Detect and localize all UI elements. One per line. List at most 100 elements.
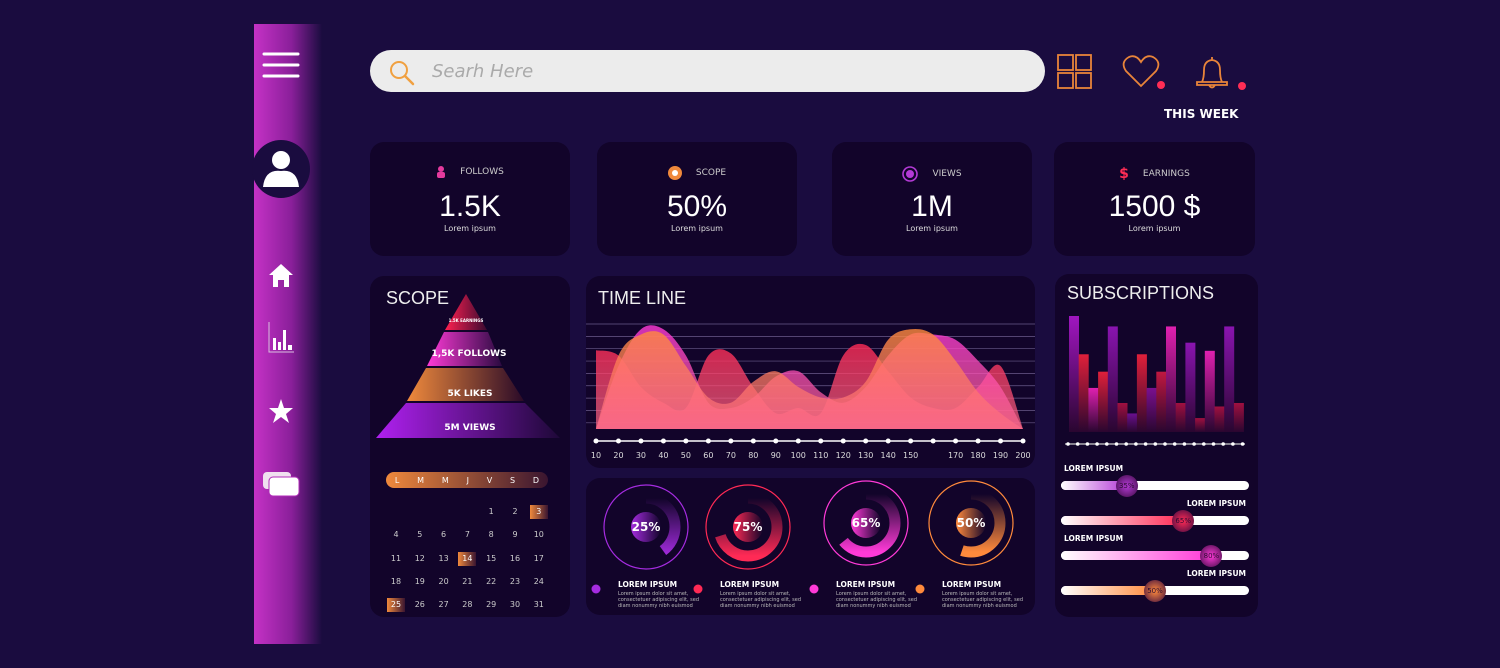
calendar-day[interactable]: 17 bbox=[533, 553, 544, 563]
calendar-day[interactable]: 6 bbox=[441, 530, 447, 540]
dollar-icon: $ bbox=[1119, 166, 1129, 182]
home-icon[interactable] bbox=[254, 260, 308, 290]
legend-bullet bbox=[693, 584, 703, 594]
progress-bar[interactable]: 80% bbox=[1061, 545, 1249, 567]
calendar-day[interactable]: 8 bbox=[488, 530, 494, 540]
stat-value: 1.5K bbox=[439, 190, 501, 223]
timeline-point[interactable] bbox=[795, 438, 801, 444]
cards-icon[interactable] bbox=[254, 470, 308, 498]
axis-dot bbox=[1221, 442, 1225, 446]
calendar-day[interactable]: 28 bbox=[462, 600, 473, 610]
subscription-bar bbox=[1136, 354, 1147, 432]
calendar-day[interactable]: 23 bbox=[509, 576, 521, 586]
timeline-tick-label: 190 bbox=[992, 451, 1009, 460]
calendar-day[interactable]: 27 bbox=[438, 600, 449, 610]
calendar-day[interactable]: 10 bbox=[533, 530, 544, 540]
timeline-point[interactable] bbox=[840, 438, 846, 444]
star-icon[interactable] bbox=[254, 396, 308, 426]
calendar-day[interactable]: 7 bbox=[464, 530, 470, 540]
calendar-day[interactable]: 25 bbox=[387, 598, 405, 613]
grid-icon[interactable] bbox=[1057, 54, 1093, 90]
timeline-point[interactable] bbox=[818, 438, 824, 444]
calendar-day[interactable]: 9 bbox=[512, 530, 518, 540]
weekday: M bbox=[417, 475, 425, 485]
progress-bar[interactable]: 35% bbox=[1061, 475, 1249, 497]
bell-icon[interactable] bbox=[1194, 54, 1250, 94]
calendar-day[interactable]: 24 bbox=[533, 576, 544, 586]
calendar-day[interactable]: 5 bbox=[417, 530, 423, 540]
calendar-day[interactable]: 30 bbox=[509, 600, 521, 610]
weekday: J bbox=[466, 475, 469, 485]
donut-percent: 75% bbox=[734, 520, 763, 534]
timeline-point[interactable] bbox=[773, 438, 779, 444]
calendar-day[interactable]: 31 bbox=[533, 600, 544, 610]
heart-icon[interactable] bbox=[1122, 54, 1166, 92]
timeline-point[interactable] bbox=[885, 438, 891, 444]
calendar-day[interactable]: 13 bbox=[438, 553, 449, 563]
stat-label: FOLLOWS bbox=[460, 167, 504, 177]
calendar-day[interactable]: 22 bbox=[486, 576, 497, 586]
calendar-day[interactable]: 14 bbox=[458, 551, 477, 566]
calendar-day[interactable]: 1 bbox=[488, 507, 494, 516]
timeline-point[interactable] bbox=[660, 438, 666, 444]
timeline-point[interactable] bbox=[615, 438, 621, 444]
progress-knob[interactable]: 65% bbox=[1172, 510, 1195, 532]
progress-knob[interactable]: 50% bbox=[1144, 580, 1166, 602]
panel-title: SCOPE bbox=[386, 288, 450, 308]
weekday: L bbox=[394, 475, 400, 485]
subscription-bar bbox=[1195, 418, 1206, 432]
calendar-day[interactable]: 11 bbox=[390, 553, 402, 563]
calendar-day[interactable]: 21 bbox=[462, 576, 473, 586]
timeline-point[interactable] bbox=[930, 438, 936, 444]
timeline-point[interactable] bbox=[683, 438, 689, 444]
stat-sub: Lorem ipsum bbox=[444, 224, 496, 233]
search-icon[interactable] bbox=[388, 59, 416, 87]
eye-icon bbox=[902, 166, 919, 182]
pyramid-level bbox=[445, 294, 487, 330]
calendar-day[interactable]: 3 bbox=[529, 505, 548, 519]
progress-bar[interactable]: 65% bbox=[1061, 510, 1249, 532]
calendar-day[interactable]: 20 bbox=[438, 576, 449, 586]
timeline-point[interactable] bbox=[705, 438, 711, 444]
calendar-day[interactable]: 16 bbox=[509, 553, 521, 563]
donut-center bbox=[851, 508, 881, 538]
timeline-point[interactable] bbox=[953, 438, 959, 444]
calendar-day[interactable]: 29 bbox=[486, 600, 497, 610]
axis-dot bbox=[1095, 442, 1099, 446]
search-bar[interactable] bbox=[370, 50, 1045, 92]
timeline-point[interactable] bbox=[728, 438, 734, 444]
calendar-day[interactable]: 18 bbox=[390, 576, 402, 586]
axis-dot bbox=[1114, 442, 1119, 446]
calendar-day[interactable]: 15 bbox=[486, 553, 497, 563]
progress-bar[interactable]: 50% bbox=[1061, 580, 1249, 602]
donut-center bbox=[631, 512, 661, 542]
donut-description: Lorem ipsum dolor sit amet, consectetuer… bbox=[618, 591, 700, 609]
scope-pyramid: 1.5K EARNINGS 1,5K FOLLOWS 5K LIKES 5M V… bbox=[376, 294, 560, 438]
timeline-point[interactable] bbox=[1020, 438, 1026, 444]
menu-icon[interactable] bbox=[254, 50, 308, 80]
timeline-point[interactable] bbox=[863, 438, 869, 444]
donut-outline bbox=[603, 484, 689, 570]
timeline-point[interactable] bbox=[975, 438, 981, 444]
progress-knob[interactable]: 80% bbox=[1200, 545, 1223, 567]
timeline-point[interactable] bbox=[908, 438, 914, 444]
timeline-point[interactable] bbox=[998, 438, 1004, 444]
progress-fill bbox=[1061, 551, 1212, 560]
calendar-day[interactable]: 12 bbox=[414, 553, 425, 563]
calendar-day[interactable]: 2 bbox=[512, 507, 518, 516]
panel-title: TIME LINE bbox=[598, 288, 687, 308]
bar-chart-icon[interactable] bbox=[254, 320, 308, 354]
calendar-day[interactable]: 4 bbox=[393, 530, 399, 540]
timeline-tick-label: 200 bbox=[1015, 451, 1031, 460]
avatar[interactable] bbox=[252, 140, 310, 198]
period-label[interactable]: THIS WEEK bbox=[1164, 107, 1239, 121]
progress-knob[interactable]: 35% bbox=[1115, 475, 1138, 497]
subscription-bar bbox=[1204, 350, 1215, 432]
timeline-point[interactable] bbox=[750, 438, 756, 444]
calendar-day[interactable]: 19 bbox=[414, 576, 425, 586]
donut-title: LOREM IPSUM bbox=[836, 580, 896, 589]
calendar-day[interactable]: 26 bbox=[414, 600, 425, 610]
search-input[interactable] bbox=[432, 50, 1012, 92]
timeline-point[interactable] bbox=[593, 438, 599, 444]
timeline-point[interactable] bbox=[638, 438, 644, 444]
